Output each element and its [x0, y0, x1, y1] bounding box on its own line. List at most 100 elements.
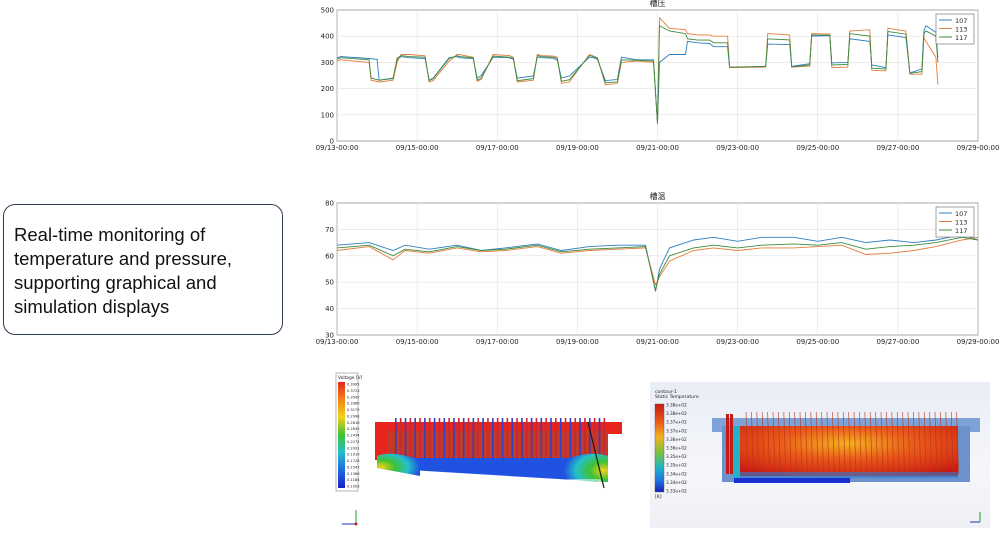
thermal-electrode-plates [745, 411, 959, 475]
thermal-plate [891, 411, 895, 475]
thermal-plate [918, 411, 922, 475]
thermal-plate [783, 411, 787, 475]
voltage-colorbar [338, 382, 345, 488]
thermal-legend-value: 3.35e+02 [666, 454, 687, 459]
y-tick-label: 500 [321, 7, 334, 15]
voltage-simulation: Voltage [V] 0.3905 0.3723 0.3542 0.3360 0.31… [332, 370, 622, 536]
thermal-legend-value: 3.35e+02 [666, 463, 687, 468]
voltage-legend-value: 0.1910 [347, 453, 360, 457]
callout-line: simulation displays [14, 296, 170, 317]
callout-line: supporting graphical and [14, 272, 217, 293]
electrode-plate [404, 418, 407, 460]
electrode-plate [593, 418, 596, 460]
thermal-plate [810, 411, 814, 475]
thermal-legend-value: 3.36e+02 [666, 437, 687, 442]
voltage-legend-value: 0.2272 [347, 440, 360, 444]
voltage-legend-value: 0.3905 [347, 383, 360, 387]
thermal-legend-title-1: contour-1 [655, 389, 677, 395]
x-tick-label: 09/19-00:00 [556, 338, 599, 346]
legend-entry: 117 [955, 34, 967, 42]
electrode-plate [462, 418, 465, 460]
y-tick-label: 100 [321, 111, 334, 119]
electrode-plate [555, 418, 557, 460]
electrode-plate [482, 418, 484, 460]
thermal-plate [821, 411, 824, 475]
electrode-plate [540, 418, 543, 460]
electrode-plate [589, 418, 591, 460]
y-tick-label: 40 [325, 305, 334, 313]
voltage-legend-value: 0.3360 [347, 402, 360, 406]
temperature-chart: 槽温 30 40 50 60 70 80 09/13-00:00 09/15-00:00 09/1… [300, 190, 1000, 350]
temperature-field [736, 426, 958, 476]
voltage-legend-value: 0.2998 [347, 414, 360, 418]
thermal-plate [956, 411, 959, 475]
chart-title: 槽压 [650, 0, 666, 8]
electrode-plate [492, 418, 494, 460]
cell-bottom [377, 458, 608, 482]
thermal-plate [799, 411, 803, 475]
thermal-plate [832, 411, 835, 475]
electrode-plate [516, 418, 518, 460]
electrode-plate [424, 418, 426, 460]
thermal-simulation-svg: contour-1 Static Temperature 3.38e+023.3… [654, 389, 981, 523]
thermal-legend-value: 3.36e+02 [666, 446, 687, 451]
thermal-plate [886, 411, 889, 475]
y-tick-label: 50 [325, 279, 334, 287]
electrode-plate [428, 418, 431, 460]
thermal-plate [761, 411, 765, 475]
electrode-plate [501, 418, 504, 460]
thermal-plate [934, 411, 938, 475]
thermal-plate [875, 411, 878, 475]
thermal-plate [837, 411, 841, 475]
x-tick-label: 09/15-00:00 [396, 144, 439, 152]
electrode-plate [433, 418, 436, 460]
feed-pipe-thermal-2 [730, 414, 733, 474]
thermal-plate [923, 411, 927, 475]
x-tick-label: 09/13-00:00 [316, 338, 359, 346]
left-corner-field [377, 453, 420, 476]
thermal-legend-title-2: Static Temperature [655, 394, 699, 400]
electrode-plate [472, 418, 475, 460]
electrode-plates [395, 418, 606, 460]
x-tick-label: 09/21-00:00 [636, 338, 679, 346]
electrode-plate [438, 418, 441, 460]
series-line-117 [336, 24, 939, 124]
y-tick-label: 60 [325, 252, 334, 260]
x-tick-label: 09/29-00:00 [957, 338, 1000, 346]
x-tick-label: 09/27-00:00 [876, 338, 919, 346]
outlet-duct [734, 478, 850, 483]
thermal-plate [815, 411, 819, 475]
outlet-channel [501, 479, 601, 485]
inlet-riser [734, 426, 740, 482]
voltage-legend-value: 0.1728 [347, 459, 360, 463]
bottom-cool-layer [736, 472, 958, 478]
voltage-legend-value: 0.1547 [347, 465, 360, 469]
voltage-legend-value: 0.2091 [347, 446, 360, 450]
thermal-plate [767, 411, 770, 475]
electrode-plate [569, 418, 572, 460]
left-flange [375, 422, 387, 460]
thermal-legend-value: 3.37e+02 [666, 428, 687, 433]
thermal-legend-value: 3.33e+02 [666, 489, 687, 494]
electrode-plate [530, 418, 533, 460]
legend-entry: 113 [955, 219, 967, 227]
thermal-legend-labels: 3.38e+02 3.38e+02 3.37e+02 3.37e+02 3.36e+02… [666, 403, 687, 494]
electrode-plate [564, 418, 567, 460]
thermal-plate [859, 411, 862, 475]
thermal-legend-value: 3.34e+02 [666, 471, 687, 476]
electrode-plate [521, 418, 523, 460]
thermal-plate [902, 411, 905, 475]
voltage-legend-value: 0.1184 [347, 478, 360, 482]
electrode-plate [453, 418, 455, 460]
temperature-chart-svg: 槽温 30 40 50 60 70 80 09/13-00:00 09/15-00:00 09/1… [316, 191, 1000, 346]
thermal-plate [945, 411, 949, 475]
electrode-plate [506, 418, 509, 460]
voltage-simulation-svg: Voltage [V] 0.3905 0.3723 0.3542 0.3360 0.31… [335, 372, 622, 526]
thermal-plate [869, 411, 873, 475]
y-tick-label: 200 [321, 85, 334, 93]
electrode-plate [574, 418, 577, 460]
series-line-117 [336, 236, 979, 291]
thermal-plate [772, 411, 776, 475]
